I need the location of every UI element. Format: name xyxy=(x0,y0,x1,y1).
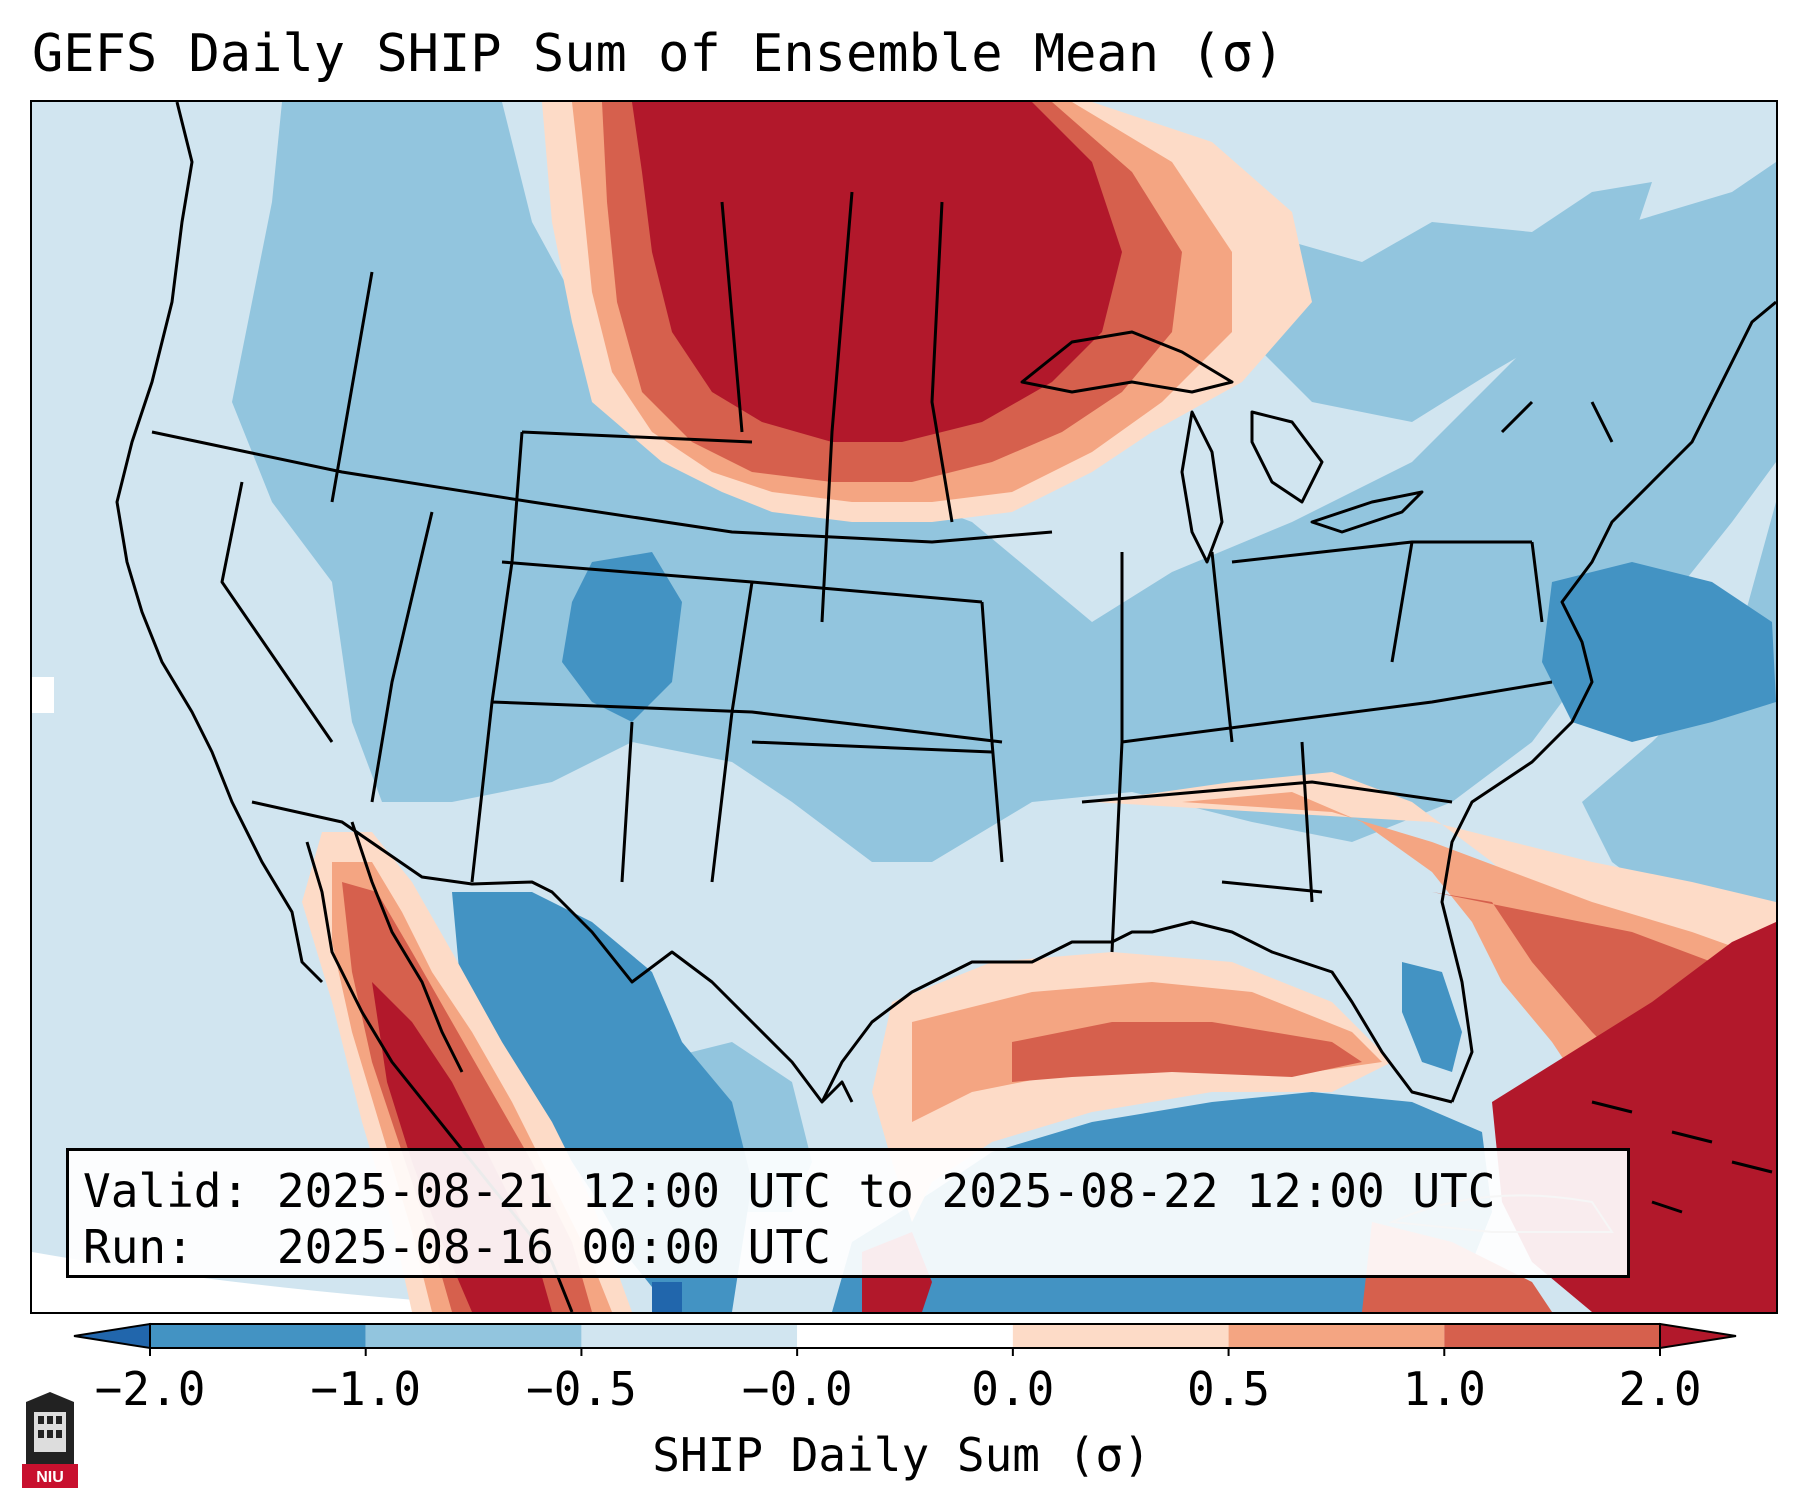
colorbar-outline xyxy=(149,1323,1661,1349)
run-value: 2025-08-16 00:00 UTC xyxy=(276,1220,831,1274)
colorbar-extend-low xyxy=(73,1322,151,1350)
coastline-gulf-california xyxy=(350,821,464,1073)
map-panel[interactable] xyxy=(30,100,1778,1314)
niu-logo: NIU xyxy=(22,1392,78,1488)
coastline-florida-east xyxy=(1440,401,1714,1103)
field-minus-extreme xyxy=(652,1282,682,1312)
validity-info-box: Valid: 2025-08-21 12:00 UTC to 2025-08-2… xyxy=(66,1148,1630,1278)
boundaries xyxy=(115,102,1776,1312)
run-label: Run: xyxy=(83,1220,194,1274)
border-us-mexico xyxy=(251,800,854,1104)
missing-data-patch xyxy=(32,677,54,713)
coastline-northeast xyxy=(1710,300,1776,403)
colorbar-segment xyxy=(365,1324,582,1348)
valid-value: 2025-08-21 12:00 UTC to 2025-08-22 12:00… xyxy=(276,1164,1496,1218)
colorbar-tick-label: −1.0 xyxy=(310,1362,422,1416)
colorbar-extend-high xyxy=(1659,1322,1737,1350)
lake-huron xyxy=(1250,410,1324,504)
colorbar xyxy=(73,1322,1737,1356)
colorbar-label: SHIP Daily Sum (σ) xyxy=(652,1428,1151,1482)
colorbar-tick-label: 2.0 xyxy=(1618,1362,1702,1416)
colorbar-segment xyxy=(150,1324,366,1348)
valid-label: Valid: xyxy=(83,1164,250,1218)
map-title: GEFS Daily SHIP Sum of Ensemble Mean (σ) xyxy=(32,24,1285,84)
colorbar-segment xyxy=(1228,1324,1445,1348)
caribbean-islands xyxy=(1591,1100,1773,1214)
lake-erie xyxy=(1310,490,1424,534)
border-canada xyxy=(151,430,1053,544)
lake-superior xyxy=(1020,330,1234,394)
colorbar-tick-label: 0.5 xyxy=(1187,1362,1271,1416)
colorbar-tick-label: −0.0 xyxy=(741,1362,853,1416)
colorbar-segment xyxy=(1012,1324,1229,1348)
logo-text: NIU xyxy=(36,1469,64,1486)
colorbar-tick-label: 0.0 xyxy=(971,1362,1055,1416)
coastline-gulf xyxy=(820,920,1453,1104)
lake-michigan xyxy=(1180,410,1224,564)
colorbar-tick-label: −0.5 xyxy=(526,1362,637,1416)
outside-domain xyxy=(32,1252,611,1312)
coastline-west xyxy=(115,102,324,984)
colorbar-tick-label: 1.0 xyxy=(1402,1362,1486,1416)
valid-row: Valid: 2025-08-21 12:00 UTC to 2025-08-2… xyxy=(83,1163,1613,1219)
run-row: Run: 2025-08-16 00:00 UTC xyxy=(83,1219,1613,1275)
anomaly-map xyxy=(32,102,1776,1312)
colorbar-segment xyxy=(1444,1324,1660,1348)
colorbar-segment xyxy=(581,1324,798,1348)
colorbar-tick-label: −2.0 xyxy=(94,1362,206,1416)
state-lines xyxy=(220,191,1614,953)
colorbar-segment xyxy=(797,1324,1013,1348)
